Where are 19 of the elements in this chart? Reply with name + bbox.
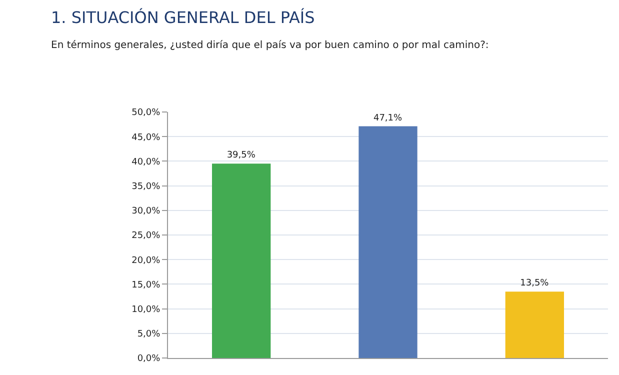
chart-title: 1. SITUACIÓN GENERAL DEL PAÍS [51, 8, 315, 27]
y-tick-label: 50,0% [132, 108, 161, 118]
y-tick-label: 5,0% [137, 330, 161, 340]
y-tick-label: 0,0% [137, 354, 161, 364]
y-tick-label: 30,0% [132, 206, 161, 217]
data-label: 13,5% [520, 278, 550, 289]
bar [505, 292, 564, 358]
data-label: 39,5% [226, 150, 256, 161]
y-tick-label: 40,0% [132, 157, 161, 168]
y-tick-label: 10,0% [132, 304, 161, 315]
chart-subtitle: En términos generales, ¿usted diría que el país va por buen camino o por mal camino?: [51, 40, 489, 51]
data-label: 47,1% [373, 113, 403, 124]
y-tick-label: 15,0% [132, 280, 161, 290]
bar [358, 126, 418, 358]
bar [212, 164, 271, 358]
y-tick-label: 25,0% [132, 231, 161, 242]
y-tick-label: 45,0% [132, 132, 161, 143]
y-tick-label: 35,0% [132, 182, 161, 192]
y-tick-label: 20,0% [132, 256, 161, 266]
